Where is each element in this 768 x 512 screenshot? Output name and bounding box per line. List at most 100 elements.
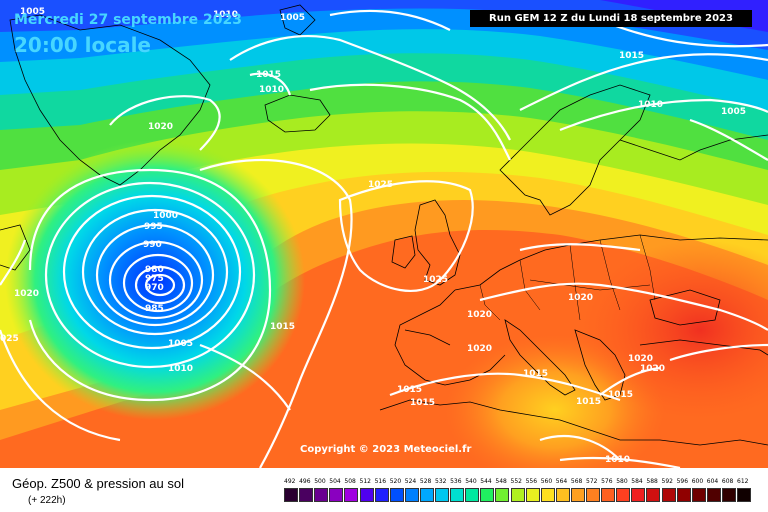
isobar-label: 985 xyxy=(145,304,164,314)
scale-label: 496 xyxy=(299,478,311,485)
scale-label: 552 xyxy=(510,478,522,485)
scale-label: 612 xyxy=(737,478,749,485)
isobar-label: 1010 xyxy=(213,10,238,20)
isobar-label: 1020 xyxy=(148,122,173,132)
scale-label: 584 xyxy=(631,478,643,485)
scale-label: 596 xyxy=(676,478,689,485)
scale-swatch xyxy=(616,488,631,502)
scale-label: 600 xyxy=(691,478,704,485)
scale-label: 580 xyxy=(616,478,628,485)
isobars xyxy=(0,9,768,468)
scale-swatch xyxy=(329,488,344,502)
isobar-label: 990 xyxy=(143,240,162,250)
scale-label: 532 xyxy=(435,478,447,485)
isobar-label: 1020 xyxy=(568,293,593,303)
scale-label: 524 xyxy=(404,478,417,485)
scale-label: 516 xyxy=(374,478,387,485)
isobar-label: 1015 xyxy=(619,51,644,61)
scale-label: 604 xyxy=(706,478,719,485)
scale-swatch xyxy=(601,488,616,502)
scale-label: 512 xyxy=(359,478,371,485)
copyright: Copyright © 2023 Meteociel.fr xyxy=(300,444,472,455)
scale-label: 560 xyxy=(540,478,553,485)
scale-label: 520 xyxy=(389,478,402,485)
scale-swatch xyxy=(586,488,601,502)
geopotential-field xyxy=(0,0,768,468)
scale-label: 504 xyxy=(329,478,341,485)
scale-swatch xyxy=(540,488,555,502)
scale-swatch xyxy=(284,488,299,502)
valid-time: 20:00 locale xyxy=(14,33,151,57)
isobar-label: 1010 xyxy=(259,85,284,95)
scale-swatch xyxy=(570,488,585,502)
isobar-label: 1000 xyxy=(153,211,178,221)
isobar-label: 1020 xyxy=(467,344,492,354)
scale-swatch xyxy=(737,488,752,502)
scale-swatch xyxy=(631,488,646,502)
isobar-label: 975 xyxy=(145,274,164,284)
map-canvas: 1005 1010 1005 1015 1010 1020 1015 1010 … xyxy=(0,0,768,468)
scale-label: 564 xyxy=(555,478,568,485)
scale-label: 540 xyxy=(465,478,477,485)
scale-swatch xyxy=(495,488,510,502)
isobar-label: 1015 xyxy=(608,390,633,400)
map-title: Géop. Z500 & pression au sol xyxy=(12,476,184,491)
scale-label: 548 xyxy=(495,478,507,485)
isobar-label: 1005 xyxy=(280,13,305,23)
isobar-label: 1005 xyxy=(168,339,193,349)
scale-swatch xyxy=(389,488,404,502)
isobar-label: 1020 xyxy=(14,289,39,299)
scale-label: 544 xyxy=(480,478,492,485)
isobar-label: 1005 xyxy=(721,107,746,117)
scale-swatch xyxy=(661,488,676,502)
run-info-banner: Run GEM 12 Z du Lundi 18 septembre 2023 xyxy=(470,10,752,27)
scale-swatch xyxy=(299,488,314,502)
color-scale: 492 496 500 504 508 512 516 520 524 528 532 536 540 5… xyxy=(284,478,754,508)
isobar-label: 1010 xyxy=(605,455,630,465)
isobar-label: 1015 xyxy=(270,322,295,332)
scale-label: 576 xyxy=(601,478,613,485)
isobar-label: 980 xyxy=(145,265,164,275)
isobar-label: 1020 xyxy=(640,364,665,374)
isobar-label: 1015 xyxy=(256,70,281,80)
scale-swatch xyxy=(359,488,374,502)
scale-swatch xyxy=(465,488,480,502)
scale-swatch xyxy=(344,488,359,502)
isobar-label: 1005 xyxy=(20,7,45,17)
scale-label: 588 xyxy=(646,478,658,485)
isobar-label: 1025 xyxy=(368,180,393,190)
scale-swatch xyxy=(691,488,706,502)
scale-swatch xyxy=(510,488,525,502)
isobar-label: 1015 xyxy=(576,397,601,407)
scale-label: 556 xyxy=(525,478,538,485)
scale-label: 508 xyxy=(344,478,356,485)
valid-date: Mercredi 27 septembre 2023 xyxy=(14,12,242,28)
scale-swatch xyxy=(314,488,329,502)
scale-swatch xyxy=(525,488,540,502)
scale-label: 492 xyxy=(284,478,296,485)
scale-swatch xyxy=(646,488,661,502)
scale-label: 536 xyxy=(450,478,462,485)
scale-swatch xyxy=(435,488,450,502)
isobar-label: 1015 xyxy=(397,385,422,395)
scale-label: 572 xyxy=(586,478,598,485)
isobar-label: 1020 xyxy=(628,354,653,364)
isobar-labels: 1005 1010 1005 1015 1010 1020 1015 1010 … xyxy=(0,7,746,465)
scale-swatch xyxy=(676,488,691,502)
isobar-label: 1015 xyxy=(523,369,548,379)
scale-swatch xyxy=(706,488,721,502)
isobar-label: 970 xyxy=(145,283,164,293)
isobar-label: 025 xyxy=(0,334,19,344)
scale-label: 528 xyxy=(419,478,432,485)
scale-swatch xyxy=(555,488,570,502)
scale-swatch xyxy=(450,488,465,502)
scale-swatch xyxy=(721,488,736,502)
isobar-label: 995 xyxy=(144,222,163,232)
isobar-label: 1025 xyxy=(423,275,448,285)
scale-label: 500 xyxy=(314,478,326,485)
scale-label: 568 xyxy=(570,478,583,485)
scale-swatch xyxy=(419,488,434,502)
isobar-label: 1010 xyxy=(168,364,193,374)
scale-label: 592 xyxy=(661,478,673,485)
scale-label: 608 xyxy=(721,478,734,485)
